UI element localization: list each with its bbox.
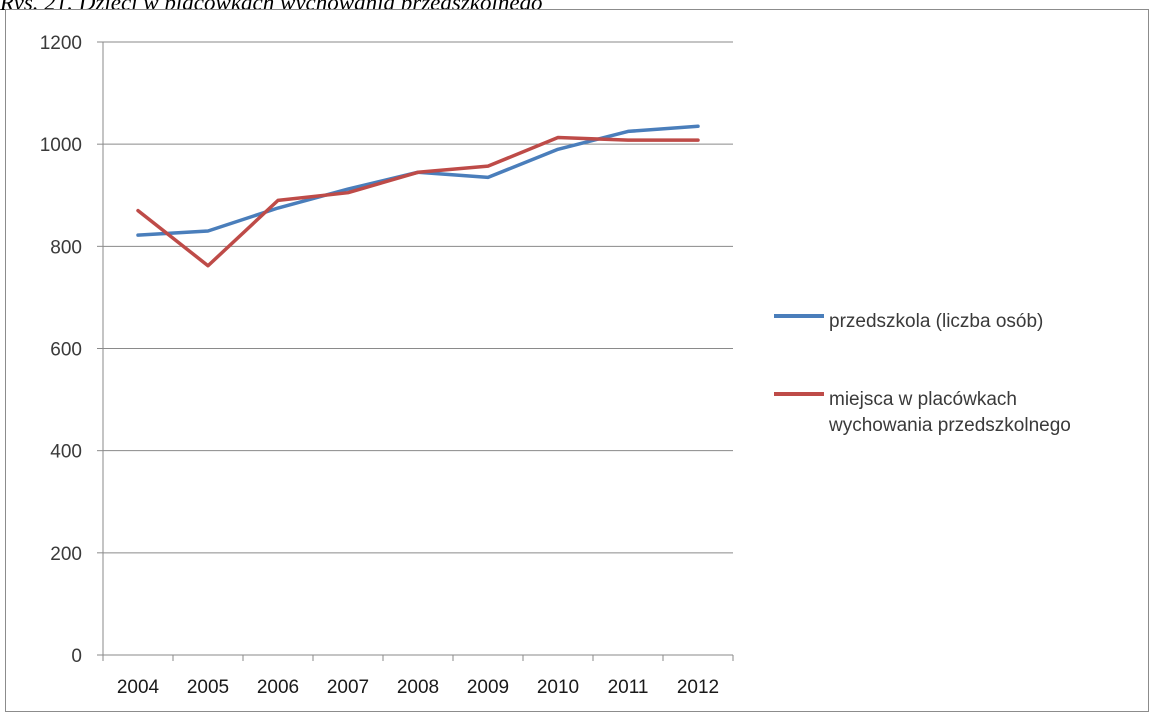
x-tick-label: 2010 (537, 677, 579, 698)
x-tick-label: 2006 (257, 677, 299, 698)
y-tick-label: 0 (71, 646, 82, 667)
gridlines (103, 41, 733, 554)
x-tick-labels: 2004 2005 2006 2007 2008 2009 2010 2011 2012 (117, 677, 719, 698)
legend: przedszkola (liczba osób) miejsca w placó… (774, 311, 1071, 436)
x-tick-label: 2011 (608, 677, 649, 698)
legend-label-line: miejsca w placówkach (829, 389, 1017, 410)
axes (97, 41, 734, 661)
legend-label-line: wychowania przedszkolnego (828, 415, 1071, 436)
y-tick-label: 1000 (40, 135, 82, 156)
x-tick-label: 2008 (397, 677, 439, 698)
x-tick-label: 2004 (117, 677, 160, 698)
y-tick-label: 600 (50, 340, 82, 361)
legend-label-2: miejsca w placówkach wychowania przedszko… (828, 389, 1071, 436)
series-line-2 (136, 135, 700, 268)
legend-label-1: przedszkola (liczba osób) (829, 311, 1043, 332)
y-tick-label: 400 (50, 442, 82, 463)
series-line-1 (136, 124, 700, 237)
legend-label-line: przedszkola (liczba osób) (829, 311, 1043, 332)
y-tick-label: 200 (50, 544, 82, 565)
x-tick-label: 2012 (677, 677, 719, 698)
chart-frame: 0 200 400 600 800 1000 1200 2004 2005 2006 2007 20… (5, 9, 1149, 712)
series-lines (136, 124, 700, 268)
x-tick-label: 2009 (467, 677, 509, 698)
x-tick-label: 2007 (327, 677, 369, 698)
x-tick-label: 2005 (187, 677, 229, 698)
y-tick-labels: 0 200 400 600 800 1000 1200 (40, 33, 82, 667)
y-tick-label: 1200 (40, 33, 82, 54)
y-tick-label: 800 (50, 237, 82, 258)
